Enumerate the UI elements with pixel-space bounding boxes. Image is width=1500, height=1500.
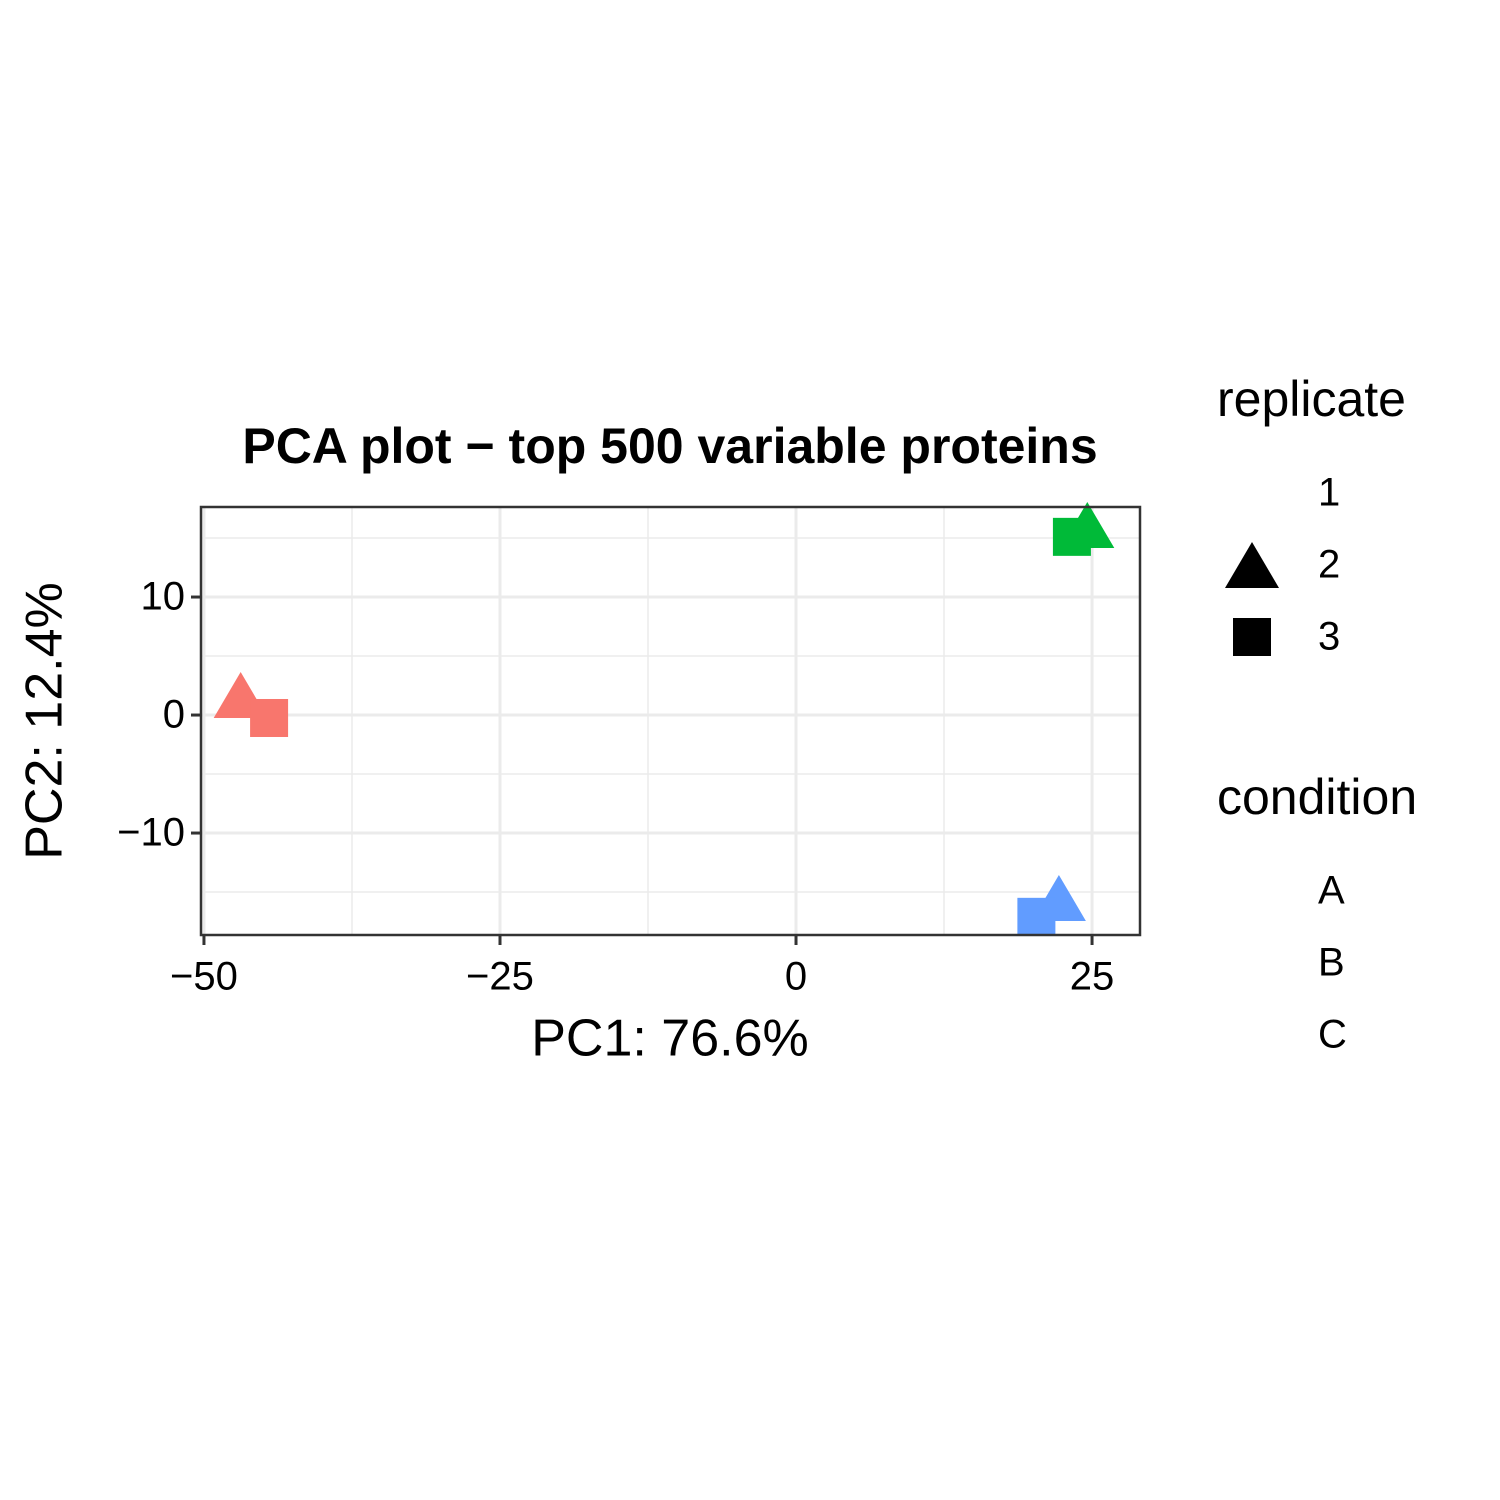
panel-border	[199, 505, 1142, 937]
legend-key	[1233, 618, 1271, 656]
chart-title: PCA plot − top 500 variable proteins	[242, 418, 1097, 474]
legend-label: B	[1318, 941, 1345, 985]
y-tick-label: 0	[163, 693, 185, 737]
x-tick-label: 0	[785, 955, 807, 999]
legend-title: replicate	[1217, 371, 1406, 427]
x-tick-label: −50	[170, 955, 238, 999]
point	[1052, 517, 1091, 556]
y-tick-label: 10	[141, 575, 186, 619]
legend-label: 2	[1318, 543, 1340, 587]
legend-key	[1225, 542, 1279, 588]
x-tick-label: 25	[1070, 955, 1115, 999]
y-tick-label: −10	[117, 811, 185, 855]
legend-label: 3	[1318, 615, 1340, 659]
legend-label: C	[1318, 1013, 1347, 1057]
y-axis-title: PC2: 12.4%	[16, 582, 74, 860]
legend-label: A	[1318, 869, 1345, 913]
point	[1017, 897, 1056, 936]
x-tick-label: −25	[466, 955, 534, 999]
legend-label: 1	[1318, 471, 1340, 515]
legend-title: condition	[1217, 769, 1417, 825]
x-axis-title: PC1: 76.6%	[531, 1010, 809, 1068]
point	[250, 698, 289, 737]
